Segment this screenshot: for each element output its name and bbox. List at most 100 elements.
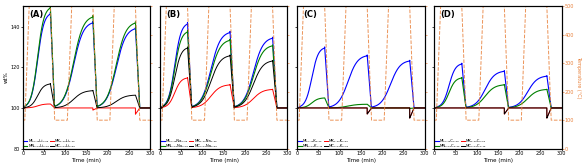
Text: (A): (A) — [29, 11, 43, 19]
MC₀.₁₉Li₀.₂₅ — [67, 101, 74, 103]
ML₀.₁₉C₀.₁₅ — [460, 83, 467, 85]
MN₀.₁₉Na₀.₁₅ — [283, 107, 290, 109]
MN₀.₁₉Li₀.₁₅ — [19, 107, 26, 109]
MC₀.₁₉Li₀.₂₅ — [77, 93, 84, 95]
MC₀.₁₉Na₀.₂₅ — [187, 85, 194, 87]
ML₀.₁₉K₀.₂₅ — [324, 85, 331, 87]
Line: ML₀.₁₉Na₀.₂₅: ML₀.₁₉Na₀.₂₅ — [160, 23, 287, 108]
MK₀.₁₉C₀.₂₅ — [558, 107, 565, 109]
MN₀.₁₉K₀.₁₅ — [350, 104, 357, 106]
MC₀.₁₉Li₀.₂₅ — [147, 107, 154, 109]
MN₀.₁₉Li₀.₁₅ — [50, 69, 57, 71]
MN₀.₁₉Li₀.₁₅ — [49, 53, 56, 55]
MK₀.₁₉C₀.₂₅ — [479, 107, 486, 109]
MC₀.₁₉Li₀.₂₅ — [49, 94, 56, 96]
Line: MN₀.₁₉Li₀.₁₅: MN₀.₁₉Li₀.₁₅ — [23, 6, 150, 108]
ML₀.₁₉K₀.₂₅ — [342, 88, 349, 90]
MN₀.₁₉K₀.₁₅ — [323, 102, 330, 104]
ML₀.₁₉Na₀.₂₅ — [284, 107, 291, 109]
MN₀.₁₉Li₀.₁₅ — [50, 85, 57, 87]
MC₀.₁₉C₀.₁₅ — [462, 107, 469, 109]
Line: ML₀.₁₉C₀.₁₅: ML₀.₁₉C₀.₁₅ — [434, 63, 562, 108]
MK₀.₁₉Li₀.₂₅ — [19, 107, 26, 109]
MK₀.₁₉Li₀.₂₅ — [77, 107, 84, 109]
ML₀.₁₉Li₀.₂₅ — [67, 76, 74, 78]
ML₀.₁₉C₀.₁₅ — [488, 78, 495, 80]
MC₀.₁₉Li₀.₂₅ — [50, 102, 57, 104]
MC₀.₁₉C₀.₁₅ — [431, 107, 438, 109]
MN₀.₁₉K₀.₁₅ — [321, 97, 328, 99]
MN₀.₁₉K₀.₁₅ — [421, 107, 428, 109]
ML₀.₁₉Li₀.₂₅ — [50, 87, 57, 89]
ML₀.₁₉C₀.₁₅ — [458, 62, 465, 64]
MK₀.₁₉K₀.₂₅ — [350, 107, 357, 109]
ML₀.₁₉K₀.₂₅ — [325, 94, 332, 96]
ML₀.₁₉Na₀.₂₅ — [186, 62, 193, 64]
Line: MN₀.₁₉Na₀.₁₅: MN₀.₁₉Na₀.₁₅ — [160, 31, 287, 108]
ML₀.₁₉Li₀.₂₅ — [47, 11, 54, 13]
MN₀.₁₉C₀.₂₅ — [462, 100, 469, 102]
MN₀.₁₉Na₀.₁₅ — [186, 66, 193, 68]
Legend: ML₀.₁₉Na₀.₂₅, MN₀.₁₉Na₀.₁₅, MK₀.₁₉Na₀.₂₅, MC₀.₁₉Na₀.₂₅: ML₀.₁₉Na₀.₂₅, MN₀.₁₉Na₀.₁₅, MK₀.₁₉Na₀.₂₅… — [161, 139, 217, 148]
ML₀.₁₉Li₀.₂₅ — [146, 107, 153, 109]
ML₀.₁₉C₀.₁₅ — [462, 97, 469, 99]
MN₀.₁₉K₀.₁₅ — [294, 107, 301, 109]
Y-axis label: wt%: wt% — [4, 71, 9, 83]
ML₀.₁₉Na₀.₂₅ — [156, 107, 163, 109]
Y-axis label: Temperature (°C): Temperature (°C) — [576, 56, 581, 99]
MN₀.₁₉K₀.₁₅ — [342, 106, 349, 108]
MC₀.₁₉Na₀.₂₅ — [187, 94, 194, 96]
Line: MK₀.₁₉Na₀.₂₅: MK₀.₁₉Na₀.₂₅ — [160, 77, 287, 108]
MN₀.₁₉K₀.₁₅ — [325, 105, 332, 107]
ML₀.₁₉Na₀.₂₅ — [187, 89, 194, 91]
MC₀.₁₉Na₀.₂₅ — [284, 107, 291, 109]
MC₀.₁₉Li₀.₂₅ — [47, 82, 54, 85]
MC₀.₁₉Na₀.₂₅ — [283, 107, 290, 109]
MK₀.₁₉K₀.₂₅ — [294, 107, 301, 109]
MN₀.₁₉C₀.₂₅ — [461, 96, 468, 98]
MN₀.₁₉Li₀.₁₅ — [67, 74, 74, 76]
ML₀.₁₉C₀.₁₅ — [558, 107, 565, 109]
ML₀.₁₉K₀.₂₅ — [321, 46, 328, 48]
ML₀.₁₉K₀.₂₅ — [421, 107, 428, 109]
Text: (D): (D) — [441, 11, 455, 19]
ML₀.₁₉Li₀.₂₅ — [19, 107, 26, 109]
MC₀.₁₉Na₀.₂₅ — [186, 75, 193, 77]
MC₀.₁₉C₀.₁₅ — [558, 107, 565, 109]
MN₀.₁₉K₀.₁₅ — [324, 103, 331, 105]
MN₀.₁₉Na₀.₁₅ — [284, 107, 291, 109]
MK₀.₁₉K₀.₂₅ — [342, 107, 349, 109]
MK₀.₁₉K₀.₂₅ — [421, 107, 428, 109]
ML₀.₁₉K₀.₂₅ — [294, 107, 301, 109]
MC₀.₁₉K₀.₂₅ — [420, 107, 427, 109]
Line: MC₀.₁₉Li₀.₂₅: MC₀.₁₉Li₀.₂₅ — [23, 84, 150, 108]
MK₀.₁₉Li₀.₂₅ — [49, 105, 56, 107]
MN₀.₁₉Na₀.₁₅ — [187, 90, 194, 92]
MK₀.₁₉Li₀.₂₅ — [132, 113, 139, 115]
MN₀.₁₉Na₀.₁₅ — [184, 30, 191, 32]
MK₀.₁₉Li₀.₂₅ — [147, 107, 154, 109]
Text: (C): (C) — [304, 11, 317, 19]
MC₀.₁₉C₀.₁₅ — [479, 107, 486, 109]
MK₀.₁₉K₀.₂₅ — [420, 107, 427, 109]
MK₀.₁₉Li₀.₂₅ — [67, 107, 74, 109]
MC₀.₁₉Na₀.₂₅ — [184, 46, 191, 48]
MN₀.₁₉C₀.₂₅ — [431, 107, 438, 109]
MK₀.₁₉Na₀.₂₅ — [187, 96, 194, 98]
X-axis label: Time (min): Time (min) — [346, 158, 376, 163]
MK₀.₁₉K₀.₂₅ — [323, 107, 330, 109]
MK₀.₁₉Na₀.₂₅ — [284, 107, 291, 109]
MK₀.₁₉C₀.₂₅ — [431, 107, 438, 109]
MC₀.₁₉Li₀.₂₅ — [19, 107, 26, 109]
MK₀.₁₉Na₀.₂₅ — [156, 107, 163, 109]
Line: MN₀.₁₉K₀.₁₅: MN₀.₁₉K₀.₁₅ — [297, 98, 425, 108]
Line: MK₀.₁₉K₀.₂₅: MK₀.₁₉K₀.₂₅ — [297, 108, 425, 118]
MC₀.₁₉K₀.₂₅ — [350, 107, 357, 109]
MN₀.₁₉Li₀.₁₅ — [147, 107, 154, 109]
MC₀.₁₉K₀.₂₅ — [324, 107, 331, 109]
MN₀.₁₉Li₀.₁₅ — [47, 5, 54, 7]
MK₀.₁₉Li₀.₂₅ — [50, 105, 57, 107]
MN₀.₁₉C₀.₂₅ — [488, 89, 495, 91]
MN₀.₁₉Na₀.₁₅ — [187, 78, 194, 80]
X-axis label: Time (min): Time (min) — [483, 158, 513, 163]
